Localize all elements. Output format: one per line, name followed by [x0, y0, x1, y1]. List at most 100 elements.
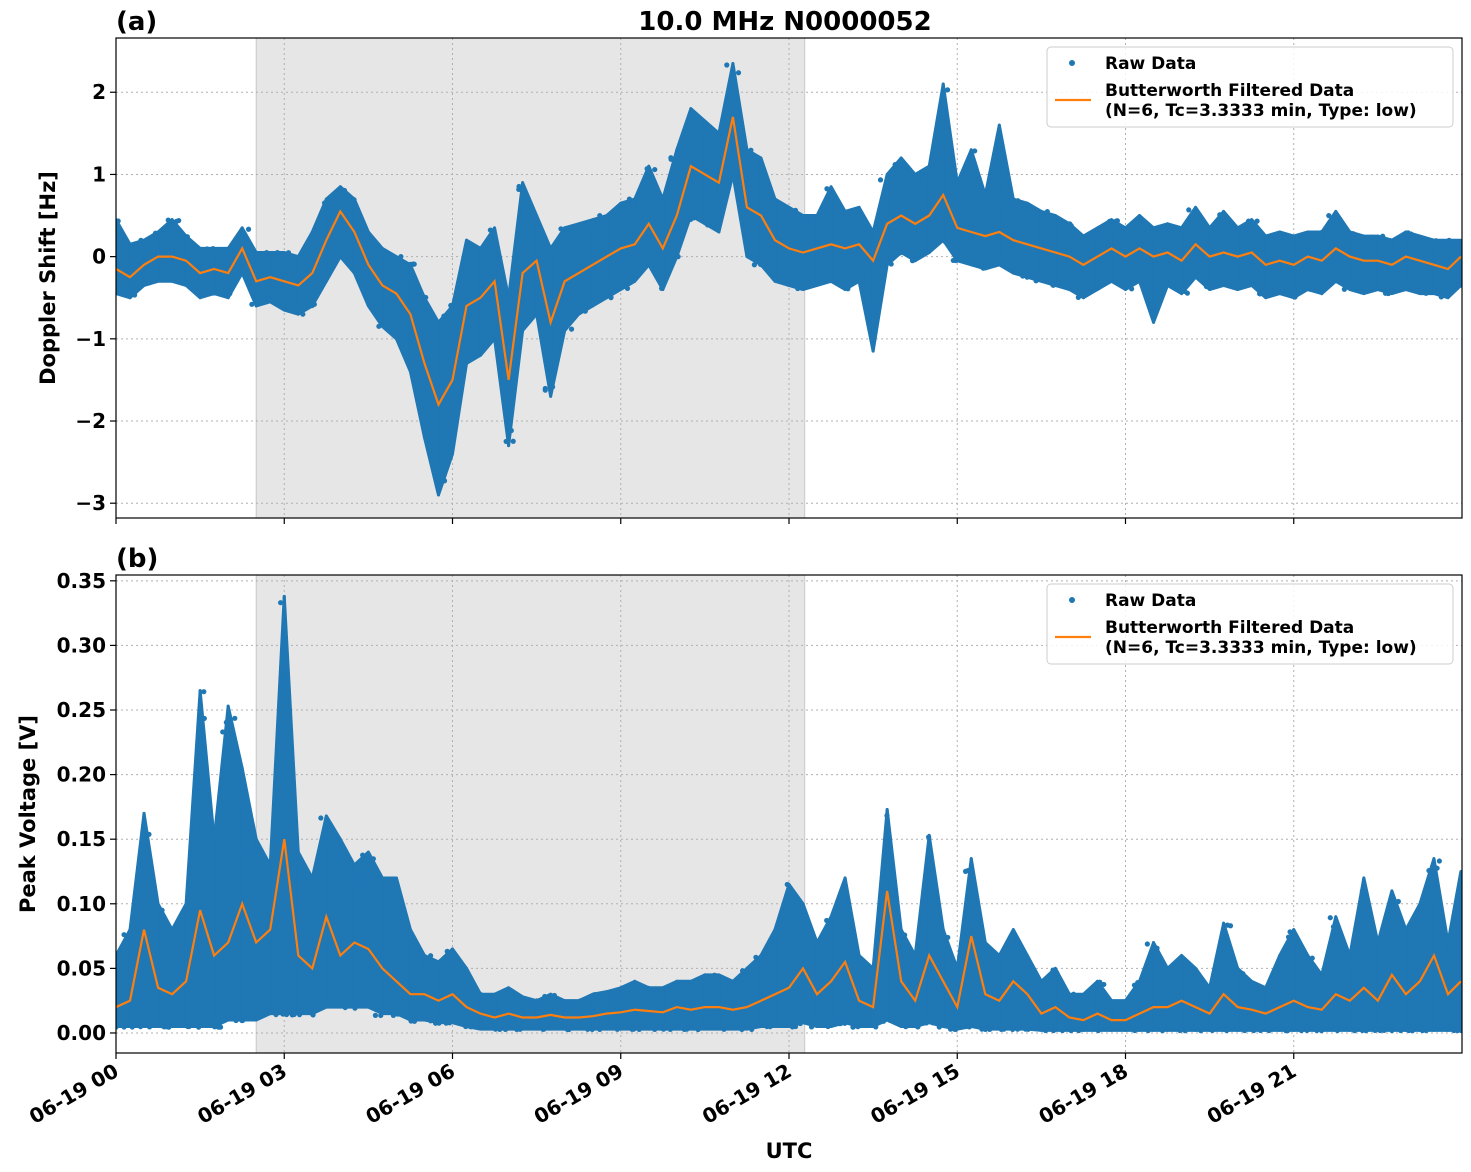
raw-data-point — [1255, 281, 1261, 287]
raw-data-point — [350, 201, 356, 207]
raw-data-point — [340, 254, 346, 260]
raw-data-point — [1182, 1028, 1188, 1034]
raw-data-point — [1262, 989, 1268, 995]
raw-data-point — [377, 318, 383, 324]
raw-data-point — [761, 261, 768, 267]
raw-data-point — [1279, 955, 1286, 962]
raw-data-point — [1031, 982, 1038, 989]
raw-data-point — [736, 178, 742, 184]
raw-data-point — [1266, 1027, 1272, 1034]
raw-data-point — [439, 965, 446, 971]
raw-data-band — [156, 218, 174, 283]
raw-data-point — [592, 991, 598, 998]
raw-data-point — [785, 281, 791, 287]
raw-data-band — [116, 218, 132, 300]
raw-data-point — [1203, 225, 1209, 232]
raw-data-point — [1155, 226, 1161, 232]
raw-data-band — [422, 953, 440, 1025]
raw-data-band — [647, 986, 665, 1031]
raw-data-point — [1175, 225, 1181, 231]
raw-data-point — [1140, 278, 1146, 284]
raw-data-point — [201, 689, 207, 695]
raw-data-point — [131, 242, 137, 248]
raw-data-point — [196, 1024, 202, 1030]
raw-data-point — [137, 1024, 144, 1030]
raw-data-point — [1285, 934, 1292, 940]
peak-voltage-panel: 0.35 0.30 0.25 0.20 0.15 0.10 0.05 0.00 06-19 00… — [16, 569, 1463, 1129]
raw-data-band — [983, 941, 1001, 1031]
raw-data-point — [884, 812, 890, 819]
raw-data-point — [1292, 294, 1298, 300]
raw-data-band — [745, 953, 763, 1031]
raw-data-point — [564, 1026, 570, 1032]
raw-data-point — [309, 1011, 316, 1017]
raw-data-band — [1278, 928, 1296, 1032]
raw-data-point — [1144, 941, 1150, 947]
raw-data-point — [305, 878, 311, 884]
raw-data-point — [417, 955, 424, 962]
raw-data-point — [1011, 931, 1017, 937]
raw-data-band — [493, 986, 511, 1031]
raw-data-point — [1395, 898, 1401, 905]
raw-data-point — [1001, 1026, 1007, 1032]
raw-data-band — [1222, 209, 1240, 292]
raw-data-point — [585, 1026, 591, 1032]
raw-data-point — [931, 171, 937, 177]
raw-data-point — [407, 934, 413, 941]
raw-data-point — [1044, 277, 1050, 283]
y-tick-label: −1 — [75, 327, 106, 351]
y-tick-label: 0.00 — [57, 1021, 106, 1045]
raw-data-point — [664, 986, 671, 992]
raw-data-point — [892, 162, 898, 168]
raw-data-band — [1095, 979, 1113, 1032]
raw-data-point — [116, 959, 119, 965]
raw-data-point — [816, 943, 822, 949]
raw-data-point — [705, 222, 711, 228]
raw-data-point — [1358, 289, 1364, 295]
raw-data-point — [241, 269, 247, 275]
raw-data-point — [343, 855, 349, 861]
raw-data-band — [801, 902, 819, 1029]
raw-data-point — [1059, 1027, 1066, 1034]
raw-data-point — [502, 1026, 509, 1032]
raw-data-point — [510, 438, 516, 444]
legend-box — [1046, 46, 1454, 128]
raw-data-point — [1209, 988, 1215, 995]
raw-data-band — [1011, 928, 1029, 1031]
raw-data-point — [945, 87, 951, 93]
raw-data-point — [245, 226, 252, 232]
raw-data-point — [519, 185, 526, 191]
raw-data-point — [996, 955, 1002, 961]
raw-data-band — [1138, 941, 1156, 1032]
raw-data-point — [1389, 897, 1395, 903]
raw-data-point — [1363, 1027, 1369, 1034]
raw-data-point — [1458, 282, 1462, 288]
raw-data-band — [1081, 979, 1099, 1032]
raw-data-band — [1208, 209, 1226, 292]
raw-data-point — [926, 834, 932, 840]
raw-data-point — [1434, 865, 1440, 871]
raw-data-point — [1433, 238, 1439, 244]
raw-data-point — [753, 954, 759, 960]
raw-data-point — [630, 201, 637, 208]
raw-data-band — [1362, 876, 1380, 1032]
raw-data-band — [927, 833, 945, 1029]
raw-data-band — [1446, 869, 1462, 1032]
raw-data-point — [888, 261, 894, 267]
raw-data-point — [880, 1018, 887, 1024]
raw-data-point — [1020, 273, 1026, 279]
raw-data-point — [1227, 923, 1234, 929]
raw-data-point — [468, 1024, 474, 1030]
raw-data-point — [1044, 209, 1050, 215]
raw-data-point — [1251, 982, 1257, 988]
raw-data-point — [210, 245, 216, 252]
raw-data-point — [309, 302, 315, 309]
raw-data-point — [995, 132, 1002, 138]
raw-data-band — [731, 966, 749, 1031]
raw-data-point — [577, 998, 583, 1004]
raw-data-point — [1406, 1027, 1412, 1034]
raw-data-point — [227, 291, 233, 297]
raw-data-point — [624, 285, 631, 292]
raw-data-point — [352, 1005, 358, 1011]
raw-data-point — [1050, 967, 1056, 973]
